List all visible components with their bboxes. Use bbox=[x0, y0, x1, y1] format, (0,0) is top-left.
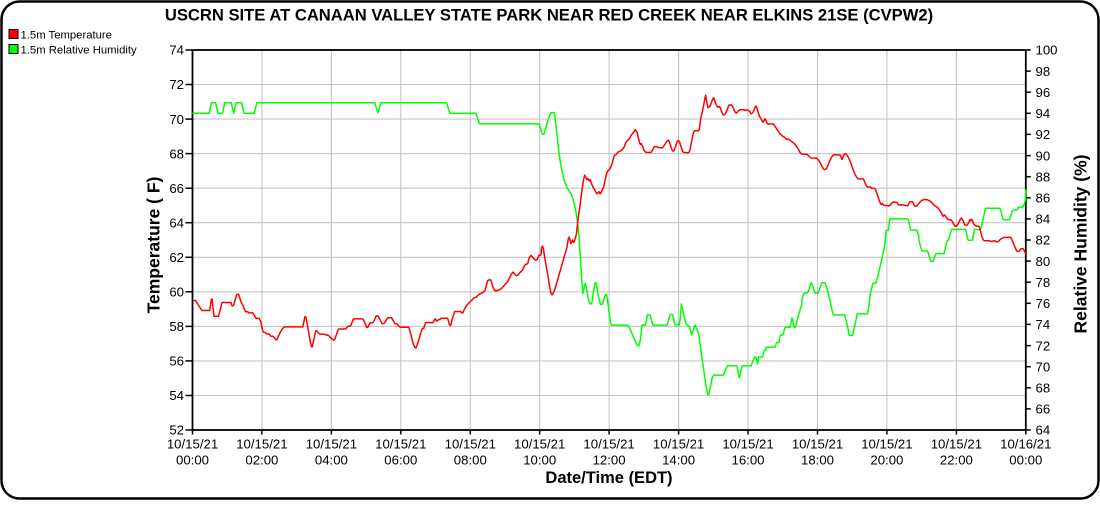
svg-text:12:00: 12:00 bbox=[593, 453, 626, 468]
svg-text:10/15/21: 10/15/21 bbox=[722, 437, 773, 452]
svg-text:10/15/21: 10/15/21 bbox=[792, 437, 843, 452]
svg-text:74: 74 bbox=[169, 43, 184, 58]
svg-text:20:00: 20:00 bbox=[870, 453, 903, 468]
svg-text:00:00: 00:00 bbox=[176, 453, 209, 468]
svg-text:10/15/21: 10/15/21 bbox=[445, 437, 496, 452]
svg-text:16:00: 16:00 bbox=[731, 453, 764, 468]
svg-text:64: 64 bbox=[1036, 423, 1051, 438]
svg-text:68: 68 bbox=[1036, 381, 1051, 396]
svg-text:Temperature ( F): Temperature ( F) bbox=[144, 177, 164, 314]
svg-text:10/15/21: 10/15/21 bbox=[375, 437, 426, 452]
svg-text:14:00: 14:00 bbox=[662, 453, 695, 468]
svg-text:Relative Humidity (%): Relative Humidity (%) bbox=[1071, 155, 1091, 334]
svg-text:72: 72 bbox=[169, 77, 184, 92]
svg-text:USCRN SITE AT CANAAN VALLEY ST: USCRN SITE AT CANAAN VALLEY STATE PARK N… bbox=[165, 6, 933, 25]
svg-text:74: 74 bbox=[1036, 317, 1051, 332]
svg-text:90: 90 bbox=[1036, 148, 1051, 163]
svg-text:66: 66 bbox=[169, 181, 184, 196]
svg-text:94: 94 bbox=[1036, 106, 1051, 121]
svg-text:1.5m Relative Humidity: 1.5m Relative Humidity bbox=[21, 45, 137, 57]
svg-text:54: 54 bbox=[169, 388, 184, 403]
svg-text:10/15/21: 10/15/21 bbox=[653, 437, 704, 452]
svg-text:68: 68 bbox=[169, 146, 184, 161]
svg-text:60: 60 bbox=[169, 285, 184, 300]
svg-text:04:00: 04:00 bbox=[315, 453, 348, 468]
svg-text:10/15/21: 10/15/21 bbox=[514, 437, 565, 452]
svg-text:80: 80 bbox=[1036, 254, 1051, 269]
svg-text:06:00: 06:00 bbox=[384, 453, 417, 468]
svg-text:88: 88 bbox=[1036, 169, 1051, 184]
svg-text:84: 84 bbox=[1036, 212, 1051, 227]
svg-text:10/16/21: 10/16/21 bbox=[1000, 437, 1051, 452]
svg-text:02:00: 02:00 bbox=[245, 453, 278, 468]
svg-text:98: 98 bbox=[1036, 64, 1051, 79]
svg-text:10/15/21: 10/15/21 bbox=[861, 437, 912, 452]
svg-text:82: 82 bbox=[1036, 233, 1051, 248]
svg-text:76: 76 bbox=[1036, 296, 1051, 311]
svg-text:00:00: 00:00 bbox=[1009, 453, 1042, 468]
svg-text:58: 58 bbox=[169, 319, 184, 334]
svg-text:10/15/21: 10/15/21 bbox=[931, 437, 982, 452]
svg-text:10/15/21: 10/15/21 bbox=[236, 437, 287, 452]
svg-text:10/15/21: 10/15/21 bbox=[306, 437, 357, 452]
svg-text:100: 100 bbox=[1036, 43, 1058, 58]
svg-text:10/15/21: 10/15/21 bbox=[583, 437, 634, 452]
svg-text:70: 70 bbox=[1036, 359, 1051, 374]
svg-text:86: 86 bbox=[1036, 191, 1051, 206]
svg-text:1.5m Temperature: 1.5m Temperature bbox=[21, 30, 112, 42]
svg-text:22:00: 22:00 bbox=[940, 453, 973, 468]
svg-text:62: 62 bbox=[169, 250, 184, 265]
svg-text:52: 52 bbox=[169, 423, 184, 438]
svg-text:10:00: 10:00 bbox=[523, 453, 556, 468]
svg-text:72: 72 bbox=[1036, 338, 1051, 353]
svg-text:66: 66 bbox=[1036, 402, 1051, 417]
svg-text:70: 70 bbox=[169, 112, 184, 127]
svg-text:92: 92 bbox=[1036, 127, 1051, 142]
svg-text:78: 78 bbox=[1036, 275, 1051, 290]
svg-text:08:00: 08:00 bbox=[454, 453, 487, 468]
svg-text:56: 56 bbox=[169, 354, 184, 369]
svg-text:18:00: 18:00 bbox=[801, 453, 834, 468]
svg-text:96: 96 bbox=[1036, 85, 1051, 100]
svg-text:64: 64 bbox=[169, 215, 184, 230]
svg-text:Date/Time (EDT): Date/Time (EDT) bbox=[545, 469, 672, 487]
svg-text:10/15/21: 10/15/21 bbox=[167, 437, 218, 452]
